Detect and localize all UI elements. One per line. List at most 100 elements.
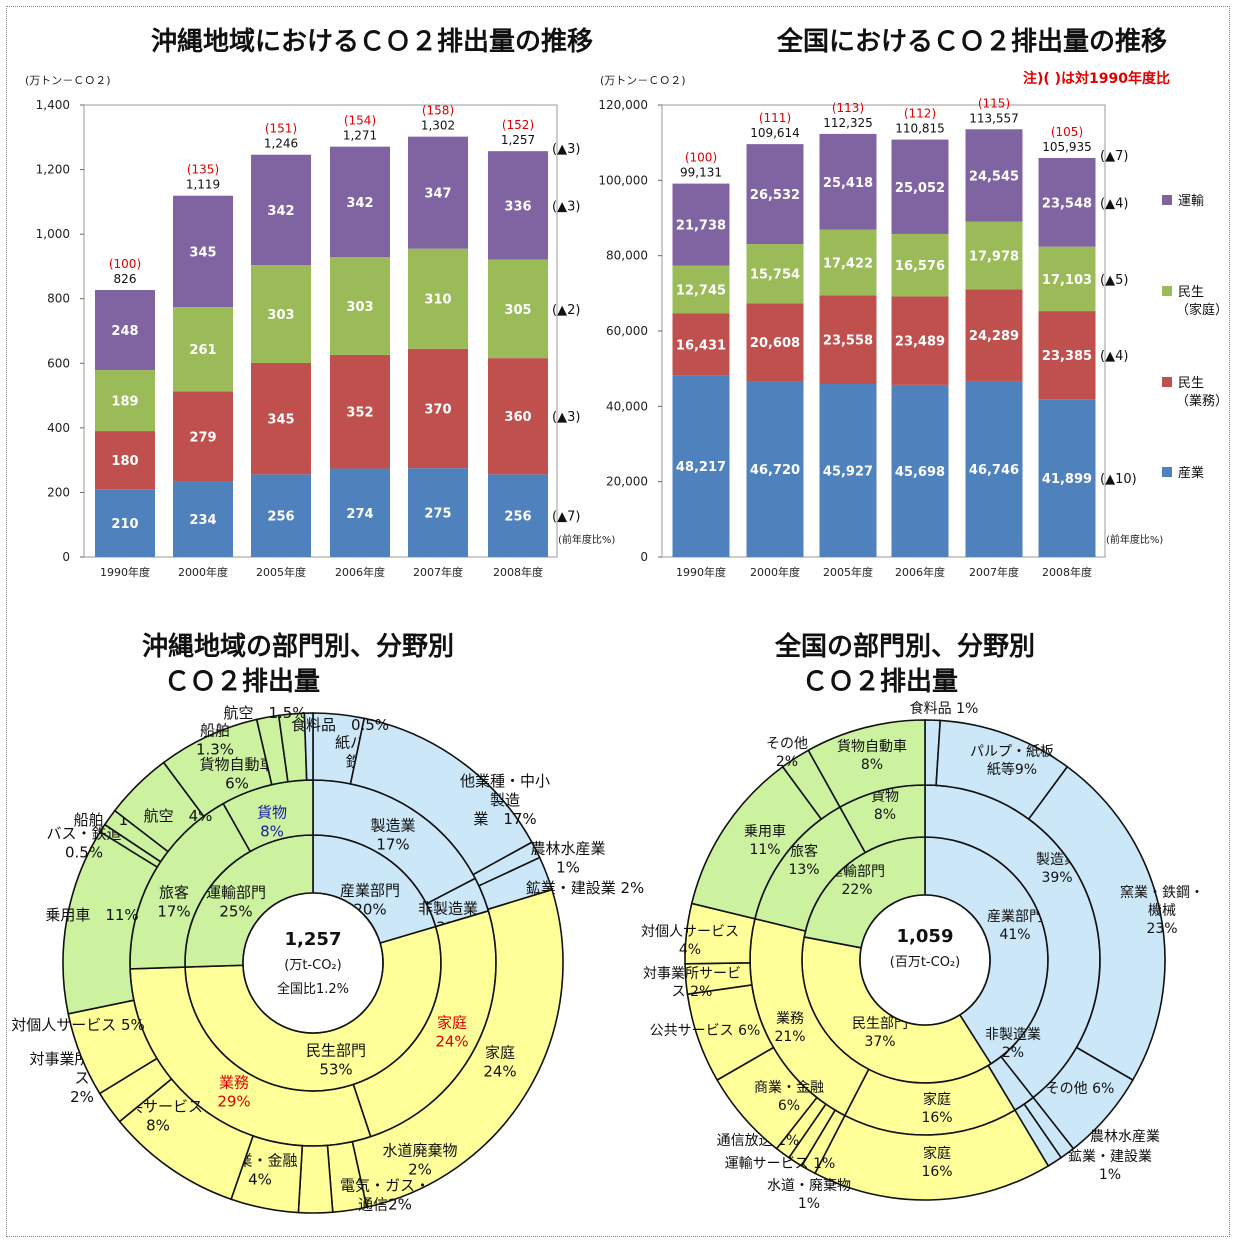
y-tick-label: 100,000	[598, 173, 648, 187]
national-donut-chart: 産業部門 41%民生部門 37%運輸部門 22%製造業 39%非製造業 2%家庭 16%業務…	[641, 700, 1204, 1212]
bar-business	[95, 431, 155, 490]
y-tick-label: 200	[47, 485, 70, 499]
donut-outer-label: 対個人サービス 4%	[641, 924, 739, 958]
data-label: 345	[189, 245, 216, 260]
bar-transport	[1038, 157, 1096, 247]
y-tick-label: 60,000	[606, 324, 648, 338]
data-label: 303	[267, 308, 294, 323]
bar-transport	[251, 154, 311, 266]
x-tick-label: 2006年度	[895, 565, 945, 579]
total-change-label: (▲3)	[552, 142, 580, 157]
bar-industry	[95, 489, 155, 557]
data-label: 17,103	[1042, 273, 1092, 288]
y-tick-label: 800	[47, 292, 70, 306]
bar-transport	[488, 151, 548, 260]
total-label: 826	[114, 272, 137, 286]
index-label: (158)	[422, 104, 454, 118]
bar-household	[891, 233, 949, 297]
bar-transport	[672, 183, 730, 266]
data-label: 17,422	[823, 256, 873, 271]
change-label: (▲4)	[1100, 196, 1128, 211]
bar-business	[672, 313, 730, 376]
data-label: 12,745	[676, 283, 726, 298]
donut-outer-label: 貨物自動車 8%	[837, 738, 907, 773]
bar-transport	[965, 129, 1023, 222]
bar-household	[95, 370, 155, 432]
donut-outer-segment	[807, 719, 926, 809]
okinawa-donut-chart: 産業部門20%民生部門53%運輸部門25%製造業17%非製造業3%家庭24%業務…	[11, 704, 644, 1214]
data-label: 370	[424, 402, 451, 417]
bar-transport	[173, 195, 233, 308]
bar-industry	[746, 381, 804, 557]
bar-transport	[95, 289, 155, 371]
okinawa-pie-title-line2: ＣＯ２排出量	[164, 667, 320, 697]
data-label: 180	[111, 454, 138, 469]
bar-business	[408, 348, 468, 469]
index-label: (112)	[904, 107, 936, 121]
bar-business	[1038, 311, 1096, 400]
data-label: 261	[189, 343, 216, 358]
data-label: 25,052	[895, 181, 945, 196]
center-total: 1,059	[897, 926, 954, 947]
total-label: 1,246	[264, 137, 298, 151]
total-label: 109,614	[750, 126, 800, 140]
donut-outer-label: 鉱業・建設業 2%	[526, 879, 645, 897]
legend-swatch	[1162, 467, 1172, 477]
donut-middle-label: 家庭 16%	[921, 1091, 952, 1126]
total-label: 112,325	[823, 116, 873, 130]
donut-outer-label: 電気・ガス・通信2%	[340, 1177, 430, 1214]
bar-household	[746, 244, 804, 304]
y-tick-label: 80,000	[606, 249, 648, 263]
donut-outer-label: 食料品 0.5%	[291, 716, 389, 734]
data-label: 46,746	[969, 463, 1019, 478]
y-tick-label: 0	[640, 550, 648, 564]
bar-household	[408, 248, 468, 349]
x-tick-label: 2000年度	[750, 565, 800, 579]
okinawa-bar-title: 沖縄地域におけるＣＯ２排出量の推移	[151, 27, 593, 57]
x-tick-label: 2000年度	[178, 565, 228, 579]
bar-household	[251, 265, 311, 363]
donut-middle-label: 貨物 8%	[257, 804, 287, 841]
donut-outer-label: バス・鉄道 0.5%	[46, 825, 121, 862]
data-label: 16,431	[676, 338, 726, 353]
bar-business	[173, 391, 233, 482]
data-label: 17,978	[969, 250, 1019, 265]
legend-label: （家庭）	[1176, 302, 1228, 318]
index-label: (154)	[344, 114, 376, 128]
data-label: 24,545	[969, 169, 1019, 184]
donut-outer-label: 農林水産業	[1090, 1129, 1160, 1145]
figure-frame	[6, 6, 1230, 1237]
x-tick-label: 2005年度	[256, 565, 306, 579]
y-tick-label: 0	[62, 550, 70, 564]
data-label: 342	[267, 204, 294, 219]
donut-outer-segment	[297, 1144, 334, 1214]
bar-industry	[1038, 399, 1096, 557]
national-pie-title-line1: 全国の部門別、分野別	[774, 631, 1035, 662]
donut-outer-label: 乗用車 11%	[744, 823, 786, 858]
y-tick-label: 1,000	[36, 227, 70, 241]
legend-label: 産業	[1178, 465, 1204, 481]
donut-outer-label: 船舶 1.3%	[196, 722, 234, 759]
data-label: 46,720	[750, 463, 800, 478]
data-label: 24,289	[969, 329, 1019, 344]
index-label: (151)	[265, 122, 297, 136]
index-label: (100)	[109, 257, 141, 271]
change-label: (▲5)	[1100, 273, 1128, 288]
legend-label: 運輸	[1178, 194, 1204, 209]
data-label: 342	[346, 196, 373, 211]
donut-middle-label: 非製造業 2%	[985, 1027, 1041, 1061]
data-label: 305	[504, 303, 531, 318]
y-tick-label: 1,200	[36, 163, 70, 177]
data-label: 210	[111, 517, 138, 532]
donut-outer-label: 水道・廃棄物 1%	[767, 1177, 851, 1212]
bar-industry	[408, 468, 468, 557]
bar-industry	[891, 384, 949, 557]
data-label: 256	[504, 510, 531, 525]
bar-industry	[488, 474, 548, 557]
bar-household	[173, 307, 233, 392]
bar-household	[819, 229, 877, 296]
donut-outer-label: 窯業・鉄鋼・機械 23%	[1120, 884, 1204, 937]
data-label: 45,698	[895, 465, 945, 480]
data-label: 352	[346, 406, 373, 421]
donut-outer-label: パルプ・紙板紙等9%	[970, 744, 1054, 778]
